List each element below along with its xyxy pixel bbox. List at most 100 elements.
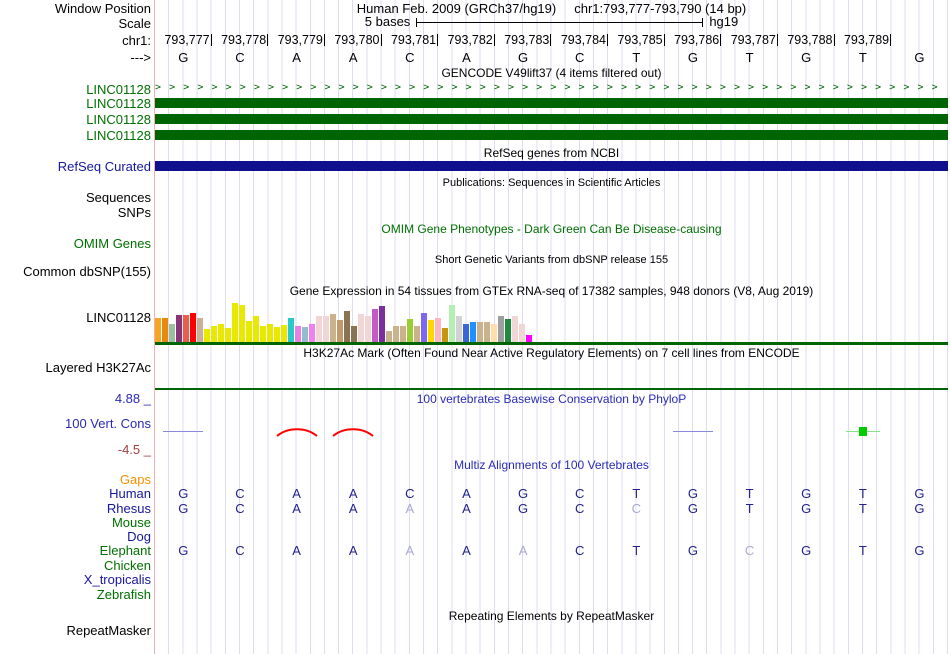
species-label-gaps[interactable]: Gaps xyxy=(119,472,151,487)
gtex-expression-bar[interactable] xyxy=(407,319,413,342)
gtex-expression-bar[interactable] xyxy=(442,328,448,342)
gtex-expression-bar[interactable] xyxy=(274,327,280,342)
gtex-expression-bar[interactable] xyxy=(512,316,518,342)
track-grid-background xyxy=(155,0,948,654)
species-label-elephant[interactable]: Elephant xyxy=(99,543,151,558)
h3k27ac-track-title: H3K27Ac Mark (Often Found Near Active Re… xyxy=(303,346,800,360)
sequences-track-label[interactable]: Sequences xyxy=(85,190,151,205)
snps-track-label[interactable]: SNPs xyxy=(117,205,151,220)
gtex-expression-bar[interactable] xyxy=(288,318,294,342)
layered-h3k27ac-label[interactable]: Layered H3K27Ac xyxy=(45,360,151,375)
gene-bar-linc01128-1[interactable] xyxy=(155,98,948,108)
refseq-curated-label[interactable]: RefSeq Curated xyxy=(57,159,151,174)
species-label-x-tropicalis[interactable]: X_tropicalis xyxy=(83,572,151,587)
alignment-base: G xyxy=(801,501,812,516)
gtex-expression-bar[interactable] xyxy=(295,326,301,342)
gtex-expression-bar[interactable] xyxy=(421,313,427,342)
gtex-expression-bar[interactable] xyxy=(176,315,182,342)
gtex-expression-bar[interactable] xyxy=(225,328,231,342)
gtex-expression-bar[interactable] xyxy=(323,316,329,342)
gtex-expression-bar[interactable] xyxy=(393,326,399,342)
gene-bar-linc01128-2[interactable] xyxy=(155,114,948,124)
gtex-expression-bar[interactable] xyxy=(498,316,504,342)
gtex-expression-bar[interactable] xyxy=(330,314,336,342)
position-label: 793,784 xyxy=(551,34,608,46)
gtex-expression-bar[interactable] xyxy=(239,305,245,342)
scale-assembly: hg19 xyxy=(709,14,739,29)
gtex-expression-bar[interactable] xyxy=(470,322,476,342)
gtex-expression-bar[interactable] xyxy=(428,320,434,342)
gene-bar-linc01128-3[interactable] xyxy=(155,130,948,140)
gtex-expression-bar[interactable] xyxy=(204,329,210,342)
alignment-base: A xyxy=(348,543,358,558)
gtex-expression-bar[interactable] xyxy=(169,324,175,342)
species-label-mouse[interactable]: Mouse xyxy=(111,515,151,530)
gtex-expression-bar[interactable] xyxy=(351,326,357,342)
gtex-expression-bar[interactable] xyxy=(379,306,385,342)
gtex-expression-bar[interactable] xyxy=(358,314,364,342)
base-letter: G xyxy=(914,50,925,65)
gtex-gene-model-bar[interactable] xyxy=(155,342,948,345)
gtex-expression-bar[interactable] xyxy=(183,315,189,342)
gtex-expression-bar[interactable] xyxy=(253,316,259,342)
gtex-expression-bar[interactable] xyxy=(155,318,161,342)
gtex-expression-bar[interactable] xyxy=(386,331,392,342)
gtex-expression-bar[interactable] xyxy=(211,326,217,342)
gtex-expression-bar[interactable] xyxy=(456,316,462,342)
position-label: 793,787 xyxy=(721,34,778,46)
gtex-expression-bar[interactable] xyxy=(484,322,490,342)
gtex-expression-bar[interactable] xyxy=(309,324,315,342)
conservation-track-label[interactable]: 100 Vert. Cons xyxy=(65,416,151,431)
species-label-human[interactable]: Human xyxy=(109,486,151,501)
transcript-strand-arrows[interactable]: >>>>>>>>>>>>>>>>>>>>>>>>>>>>>>>>>>>>>>>>… xyxy=(155,82,946,93)
repeatmasker-label[interactable]: RepeatMasker xyxy=(66,623,151,638)
species-label-rhesus[interactable]: Rhesus xyxy=(106,501,151,516)
alignment-base: T xyxy=(745,486,754,501)
gene-label-linc01128-arrows[interactable]: LINC01128 xyxy=(86,82,151,97)
gene-label-linc01128-3[interactable]: LINC01128 xyxy=(86,128,151,143)
gtex-expression-bar[interactable] xyxy=(372,309,378,342)
gtex-gene-label[interactable]: LINC01128 xyxy=(86,310,151,325)
gtex-expression-bar[interactable] xyxy=(463,324,469,342)
gene-label-linc01128-1[interactable]: LINC01128 xyxy=(86,96,151,111)
gene-label-linc01128-2[interactable]: LINC01128 xyxy=(86,112,151,127)
gtex-expression-bar[interactable] xyxy=(505,319,511,342)
gtex-expression-barchart[interactable] xyxy=(155,302,532,342)
window-position-value: Human Feb. 2009 (GRCh37/hg19) chr1:793,7… xyxy=(155,2,948,15)
gtex-expression-bar[interactable] xyxy=(162,318,168,342)
alignment-base: T xyxy=(632,543,641,558)
refseq-gene-bar[interactable] xyxy=(155,161,948,171)
gtex-expression-bar[interactable] xyxy=(477,322,483,342)
gtex-expression-bar[interactable] xyxy=(491,324,497,342)
omim-genes-label[interactable]: OMIM Genes xyxy=(73,236,151,251)
gtex-expression-bar[interactable] xyxy=(435,318,441,342)
gtex-expression-bar[interactable] xyxy=(365,316,371,342)
gtex-expression-bar[interactable] xyxy=(197,318,203,342)
species-label-dog[interactable]: Dog xyxy=(127,529,151,544)
gtex-expression-bar[interactable] xyxy=(260,326,266,342)
species-label-chicken[interactable]: Chicken xyxy=(104,558,151,573)
base-letter: T xyxy=(632,50,641,65)
gtex-expression-bar[interactable] xyxy=(218,324,224,342)
species-label-zebrafish[interactable]: Zebrafish xyxy=(96,587,151,602)
gtex-expression-bar[interactable] xyxy=(400,326,406,342)
gtex-expression-bar[interactable] xyxy=(246,321,252,342)
gtex-expression-bar[interactable] xyxy=(190,313,196,342)
gtex-expression-bar[interactable] xyxy=(316,316,322,342)
gtex-expression-bar[interactable] xyxy=(414,326,420,342)
gtex-expression-bar[interactable] xyxy=(337,320,343,342)
alignment-base: C xyxy=(235,486,245,501)
gtex-expression-bar[interactable] xyxy=(519,324,525,342)
gtex-expression-bar[interactable] xyxy=(344,311,350,342)
gtex-expression-bar[interactable] xyxy=(281,325,287,342)
gtex-expression-bar[interactable] xyxy=(449,305,455,342)
gtex-expression-bar[interactable] xyxy=(232,303,238,342)
gtex-expression-bar[interactable] xyxy=(267,324,273,342)
common-dbsnp-label[interactable]: Common dbSNP(155) xyxy=(23,264,151,279)
h3k27ac-baseline[interactable] xyxy=(155,388,948,390)
gtex-expression-bar[interactable] xyxy=(526,335,532,342)
gtex-expression-bar[interactable] xyxy=(302,327,308,342)
